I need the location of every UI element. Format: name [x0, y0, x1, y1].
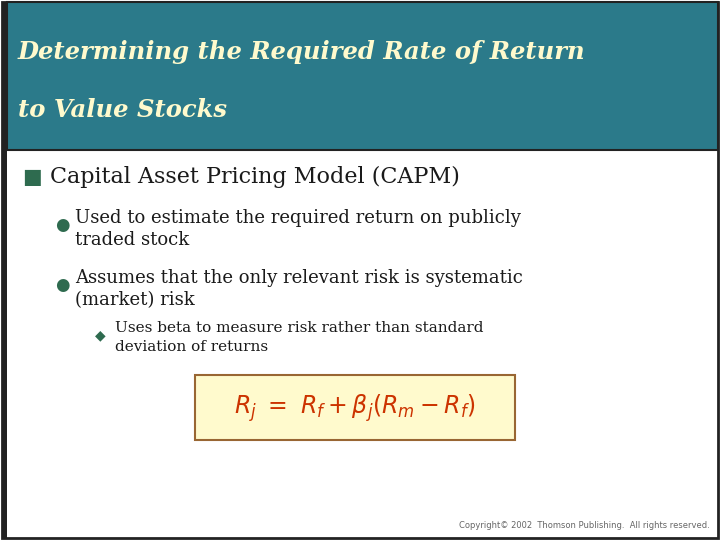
Text: $R_j \ = \ R_f + \beta_j(R_m - R_f)$: $R_j \ = \ R_f + \beta_j(R_m - R_f)$: [234, 392, 476, 424]
Text: Capital Asset Pricing Model (CAPM): Capital Asset Pricing Model (CAPM): [50, 166, 460, 188]
Text: ◆: ◆: [95, 328, 106, 342]
Text: (market) risk: (market) risk: [75, 291, 194, 309]
Text: ●: ●: [55, 276, 70, 294]
Text: to Value Stocks: to Value Stocks: [18, 98, 227, 122]
Bar: [195, 375, 515, 440]
Bar: [7, 2, 718, 150]
Text: deviation of returns: deviation of returns: [115, 340, 268, 354]
Text: Used to estimate the required return on publicly: Used to estimate the required return on …: [75, 209, 521, 227]
Text: ●: ●: [55, 216, 70, 234]
Text: traded stock: traded stock: [75, 231, 189, 249]
Text: Determining the Required Rate of Return: Determining the Required Rate of Return: [18, 40, 585, 64]
Text: Uses beta to measure risk rather than standard: Uses beta to measure risk rather than st…: [115, 321, 484, 335]
Text: ■: ■: [22, 167, 42, 187]
Text: Copyright© 2002  Thomson Publishing.  All rights reserved.: Copyright© 2002 Thomson Publishing. All …: [459, 521, 710, 530]
Bar: [2, 2, 7, 538]
Text: Assumes that the only relevant risk is systematic: Assumes that the only relevant risk is s…: [75, 269, 523, 287]
